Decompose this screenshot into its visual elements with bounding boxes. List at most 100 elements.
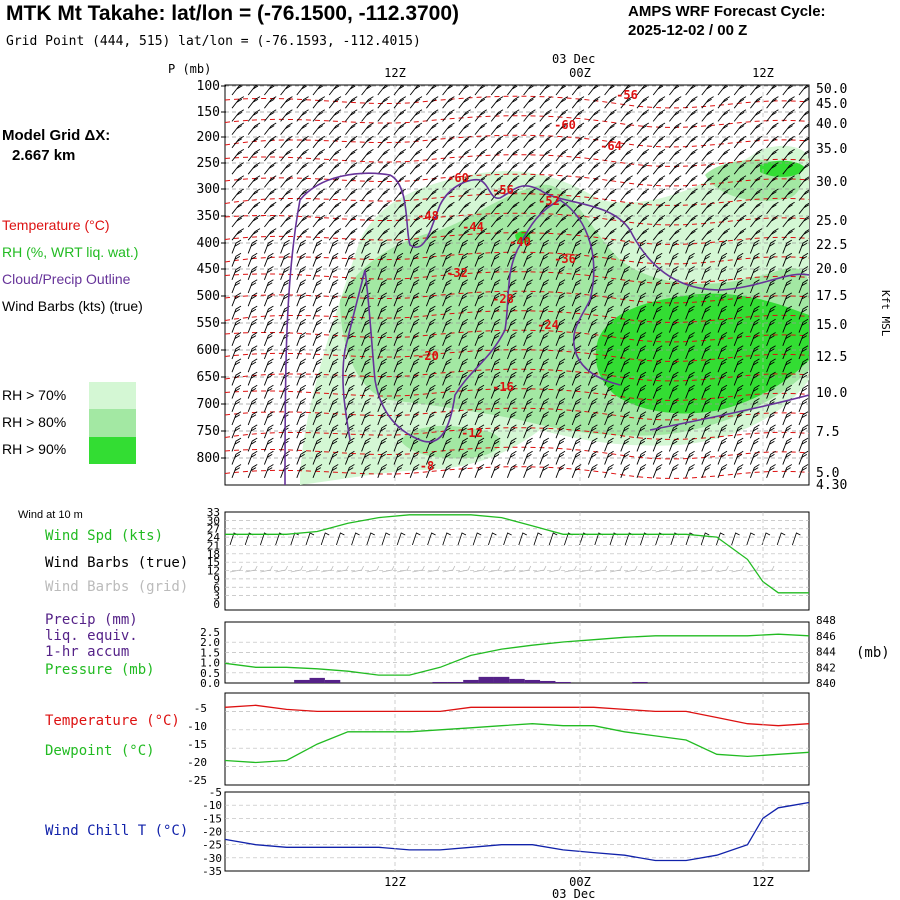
surface-wind-barb <box>776 532 786 546</box>
wind-barb <box>733 358 744 373</box>
wind-barb <box>344 437 355 452</box>
wind-barb <box>539 318 550 333</box>
wind-barb <box>652 384 663 399</box>
wind-barb <box>652 292 663 307</box>
wind-barb <box>588 135 601 149</box>
temperature-contour <box>225 271 809 284</box>
surface-wind-barb <box>336 532 345 546</box>
wind-barb <box>425 424 436 439</box>
wind-barb <box>782 279 793 294</box>
wind-barb <box>717 122 731 135</box>
kft-axis-label: Kft MSL <box>879 290 892 337</box>
pressure-tick: 100 <box>197 79 220 94</box>
wind-barb <box>539 358 550 373</box>
surface-grid-barb <box>305 565 319 573</box>
legend-wind-barbs-grid: Wind Barbs (grid) <box>45 579 189 595</box>
wind-barb <box>490 122 504 135</box>
wind-barb <box>636 228 650 241</box>
wind-barb <box>620 411 631 426</box>
wind-barb <box>604 292 614 307</box>
wind-barb <box>733 411 744 426</box>
temperature-contour-label: -56 <box>492 183 514 197</box>
wind-barb <box>604 122 617 135</box>
wind-barb <box>263 384 274 399</box>
wind-barb <box>717 252 728 267</box>
wind-barb <box>458 149 471 162</box>
wind-barb <box>393 109 407 122</box>
wind-barb <box>523 135 536 149</box>
wind-barb <box>490 266 501 280</box>
wind-barb <box>749 371 760 386</box>
wind-barb <box>328 318 339 333</box>
wind-barb <box>555 162 569 175</box>
wind-barb <box>523 318 533 333</box>
wind-barb <box>247 424 258 439</box>
wind-barb <box>263 345 274 360</box>
wind-barb <box>344 358 355 373</box>
wind-barb <box>749 411 760 426</box>
wind-barb <box>523 450 533 465</box>
wind-barb <box>361 384 371 399</box>
wind-barb <box>393 279 404 294</box>
axis-tick-label: -10 <box>202 799 222 812</box>
wind-speed-frame <box>224 511 810 611</box>
wind-barb <box>620 135 633 149</box>
wind-barb <box>231 358 242 373</box>
wind-barb <box>798 371 809 386</box>
wind-barb <box>668 398 679 412</box>
wind-barb <box>652 122 666 135</box>
wind-barb <box>782 437 793 452</box>
wind-barb <box>620 292 631 307</box>
wind-barb <box>247 266 258 280</box>
wind-barb <box>506 398 517 412</box>
wind-barb <box>280 266 290 280</box>
wind-barb <box>782 175 795 188</box>
legend-pressure: Pressure (mb) <box>45 662 155 678</box>
surface-wind-barb <box>366 532 375 546</box>
wind-barb <box>328 228 342 241</box>
wind-barb <box>426 135 439 149</box>
wind-barb <box>312 318 323 333</box>
wind-barb <box>231 398 242 412</box>
wind-barb <box>490 305 501 320</box>
wind-barb <box>296 239 307 254</box>
temp-dewpoint-frame <box>224 692 810 786</box>
wind-barb <box>296 332 307 346</box>
temperature-contour-label: -36 <box>554 252 576 266</box>
cloud-outline-main <box>284 172 809 485</box>
wind-barb <box>750 162 763 175</box>
wind-barb <box>571 135 585 149</box>
wind-barb <box>474 464 485 478</box>
wind-barb <box>328 266 339 280</box>
wind-barb <box>264 162 277 175</box>
wind-barb <box>733 305 744 320</box>
wind-barb <box>377 215 390 228</box>
wind-barb <box>798 279 809 294</box>
wind-barb <box>344 464 355 478</box>
wind-barb <box>523 228 536 241</box>
wind-barb <box>701 464 712 478</box>
wind-barb <box>312 122 326 135</box>
wind-barb <box>717 135 731 149</box>
wind-barb <box>620 437 631 452</box>
wind-barb <box>620 85 631 96</box>
wind-barb <box>669 149 682 162</box>
temperature-contour <box>225 232 809 245</box>
wind-barb <box>425 450 436 465</box>
wind-barb <box>636 135 650 149</box>
wind-barb <box>636 437 647 452</box>
wind-barb <box>766 85 777 96</box>
wind-barb <box>587 345 598 360</box>
wind-barb <box>377 279 388 294</box>
legend-rh80-swatch <box>89 409 136 437</box>
wind-barb <box>782 252 793 267</box>
wind-barb <box>247 384 258 399</box>
surface-wind-barb <box>731 532 740 546</box>
wind-barb <box>523 332 533 346</box>
wind-barb <box>604 384 614 399</box>
wind-barb <box>296 252 307 267</box>
wind-barb <box>442 437 452 452</box>
wind-barb <box>247 358 258 373</box>
wind-barb <box>588 149 601 162</box>
